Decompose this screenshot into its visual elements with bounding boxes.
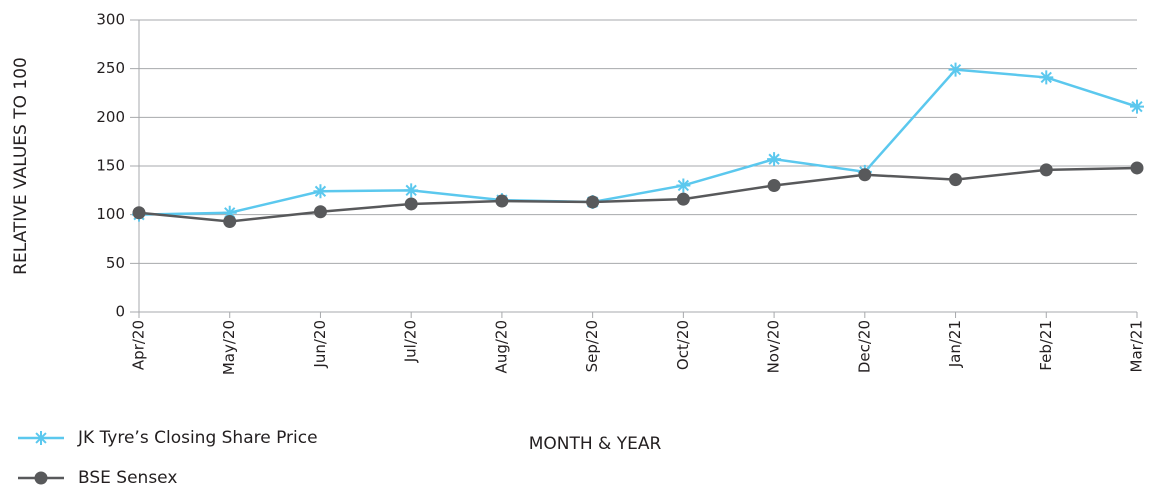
- point: [1130, 99, 1144, 114]
- point: [1130, 161, 1144, 175]
- point: [404, 183, 419, 198]
- point: [1039, 163, 1053, 177]
- y-tick-label: 100: [96, 205, 125, 223]
- x-tick-label: Feb/21: [1037, 320, 1055, 371]
- x-tick-label: Dec/20: [855, 320, 873, 373]
- y-axis-title: RELATIVE VALUES TO 100: [11, 57, 31, 275]
- legend-label: JK Tyre’s Closing Share Price: [77, 428, 318, 448]
- legend-marker: [34, 431, 48, 445]
- point: [858, 168, 872, 182]
- x-tick-label: Apr/20: [130, 320, 148, 370]
- series-line: [138, 166, 1138, 223]
- y-tick-label: 200: [96, 108, 125, 126]
- x-tick-label: Sep/20: [583, 320, 601, 372]
- x-tick-label: May/20: [220, 320, 238, 375]
- point: [223, 214, 237, 228]
- y-tick-label: 250: [96, 59, 125, 77]
- point: [676, 178, 691, 193]
- x-tick-label: Mar/21: [1128, 320, 1146, 372]
- legend-marker: [34, 471, 48, 485]
- point: [495, 194, 509, 208]
- point: [222, 205, 237, 220]
- point: [1039, 70, 1054, 85]
- x-axis-title: MONTH & YEAR: [529, 434, 662, 454]
- point: [676, 192, 690, 206]
- legend-label: BSE Sensex: [78, 468, 177, 486]
- x-tick-label: Oct/20: [674, 320, 692, 370]
- x-tick-label: Jan/21: [946, 320, 964, 368]
- y-tick-label: 150: [96, 157, 125, 175]
- point: [586, 195, 600, 209]
- point: [404, 197, 418, 211]
- point: [767, 152, 782, 167]
- point: [948, 62, 963, 77]
- y-tick-label: 50: [106, 254, 125, 272]
- point: [313, 184, 328, 199]
- x-tick-label: Aug/20: [492, 320, 510, 373]
- point: [132, 206, 146, 220]
- x-tick-label: Jul/20: [402, 320, 420, 363]
- x-tick-label: Jun/20: [311, 320, 329, 369]
- series-line: [138, 68, 1138, 216]
- y-tick-label: 300: [96, 11, 125, 29]
- point: [949, 173, 963, 187]
- point: [313, 205, 327, 219]
- x-tick-label: Nov/20: [765, 320, 783, 373]
- point: [767, 178, 781, 192]
- y-tick-label: 0: [115, 303, 125, 321]
